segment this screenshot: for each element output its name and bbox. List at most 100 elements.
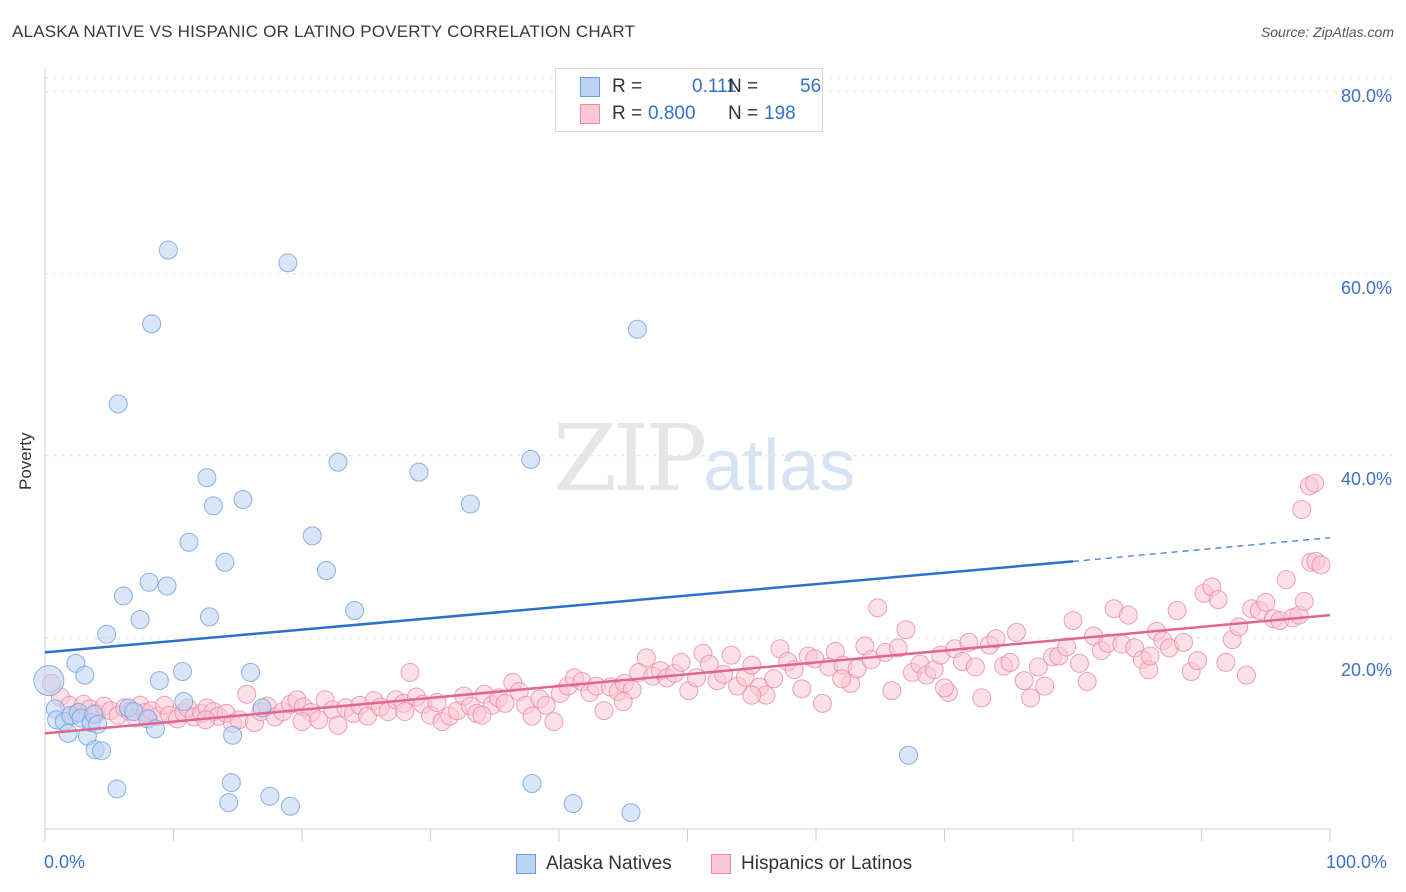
- data-point: [158, 240, 178, 260]
- legend-swatch: [580, 104, 600, 124]
- series-hispanics-or-latinos: [41, 473, 1331, 735]
- data-point: [395, 702, 415, 722]
- data-point: [1069, 653, 1089, 673]
- data-point: [742, 655, 762, 675]
- y-axis-label: Poverty: [16, 432, 35, 490]
- data-point: [1118, 605, 1138, 625]
- y-tick-label: 80.0%: [1340, 86, 1392, 106]
- data-point: [1276, 570, 1296, 590]
- data-point: [260, 786, 280, 806]
- data-point: [1140, 646, 1160, 666]
- data-point: [742, 685, 762, 705]
- data-point: [1167, 601, 1187, 621]
- data-point: [197, 468, 217, 488]
- n-label: N =: [728, 103, 759, 124]
- legend-label-hispanics: Hispanics or Latinos: [741, 853, 913, 874]
- x-tick-label: 0.0%: [44, 852, 86, 872]
- data-point: [179, 532, 199, 552]
- data-point: [536, 695, 556, 715]
- data-point: [495, 693, 515, 713]
- data-point: [1063, 611, 1083, 631]
- data-point: [713, 664, 733, 684]
- r-label: R =: [612, 103, 643, 124]
- watermark: ZIPatlas: [553, 405, 855, 512]
- data-point: [221, 773, 241, 793]
- n-value: 56: [800, 76, 822, 97]
- data-point: [521, 449, 541, 469]
- data-point: [409, 462, 429, 482]
- data-point: [460, 494, 480, 514]
- legend-label-alaska-natives: Alaska Natives: [546, 853, 672, 874]
- data-point: [139, 572, 159, 592]
- data-point: [671, 652, 691, 672]
- data-point: [721, 645, 741, 665]
- data-point: [764, 669, 784, 689]
- trend-lines: [44, 537, 1331, 735]
- data-point: [203, 496, 223, 516]
- data-point: [832, 669, 852, 689]
- stats-legend: R = 0.111 N = 56 R = 0.800 N = 198: [555, 68, 823, 132]
- data-point: [33, 665, 65, 697]
- legend-swatch-hispanics: [711, 854, 731, 874]
- data-point: [1216, 652, 1236, 672]
- chart-title: ALASKA NATIVE VS HISPANIC OR LATINO POVE…: [12, 22, 636, 41]
- data-point: [522, 773, 542, 793]
- data-point: [1208, 590, 1228, 610]
- y-tick-label: 60.0%: [1340, 278, 1392, 298]
- data-point: [472, 705, 492, 725]
- data-point: [88, 714, 108, 734]
- axes: [44, 68, 1331, 841]
- data-point: [1035, 676, 1055, 696]
- data-point: [328, 715, 348, 735]
- data-point: [792, 679, 812, 699]
- r-value: 0.800: [648, 103, 696, 124]
- trend-line-hispanics: [44, 613, 1331, 735]
- data-point: [241, 662, 261, 682]
- data-point: [1000, 652, 1020, 672]
- y-tick-label: 20.0%: [1340, 660, 1392, 680]
- data-point: [882, 681, 902, 701]
- data-point: [1028, 657, 1048, 677]
- grid-lines: [45, 77, 1392, 639]
- data-point: [613, 692, 633, 712]
- data-point: [1077, 672, 1097, 692]
- data-point: [108, 394, 128, 414]
- data-point: [868, 598, 888, 618]
- data-point: [972, 688, 992, 708]
- data-point: [621, 803, 641, 823]
- data-point: [130, 610, 150, 630]
- data-point: [1021, 688, 1041, 708]
- data-point: [1174, 632, 1194, 652]
- n-label: N =: [728, 76, 759, 97]
- data-point: [1311, 555, 1331, 575]
- data-point: [215, 552, 235, 572]
- data-point: [888, 638, 908, 658]
- data-point: [636, 648, 656, 668]
- data-point: [899, 745, 919, 765]
- data-point: [400, 662, 420, 682]
- watermark-atlas: atlas: [703, 426, 856, 506]
- data-point: [75, 665, 95, 685]
- data-point: [174, 692, 194, 712]
- data-point: [157, 576, 177, 596]
- data-point: [563, 794, 583, 814]
- data-point: [1294, 591, 1314, 611]
- data-point: [627, 319, 647, 339]
- data-point: [278, 253, 298, 273]
- data-point: [142, 314, 162, 334]
- data-point: [1236, 665, 1256, 685]
- data-point: [292, 712, 312, 732]
- x-tick-label: 100.0%: [1326, 852, 1388, 872]
- trend-line-alaska-natives: [44, 560, 1074, 654]
- data-point: [92, 741, 112, 761]
- data-point: [58, 723, 78, 743]
- legend-row-hispanics: R = 0.800 N = 198: [556, 100, 822, 128]
- data-point: [896, 620, 916, 640]
- data-point: [233, 489, 253, 509]
- data-point: [1229, 617, 1249, 637]
- r-value: 0.111: [692, 76, 737, 97]
- n-value: 198: [764, 103, 796, 124]
- data-point: [812, 693, 832, 713]
- data-point: [544, 712, 564, 732]
